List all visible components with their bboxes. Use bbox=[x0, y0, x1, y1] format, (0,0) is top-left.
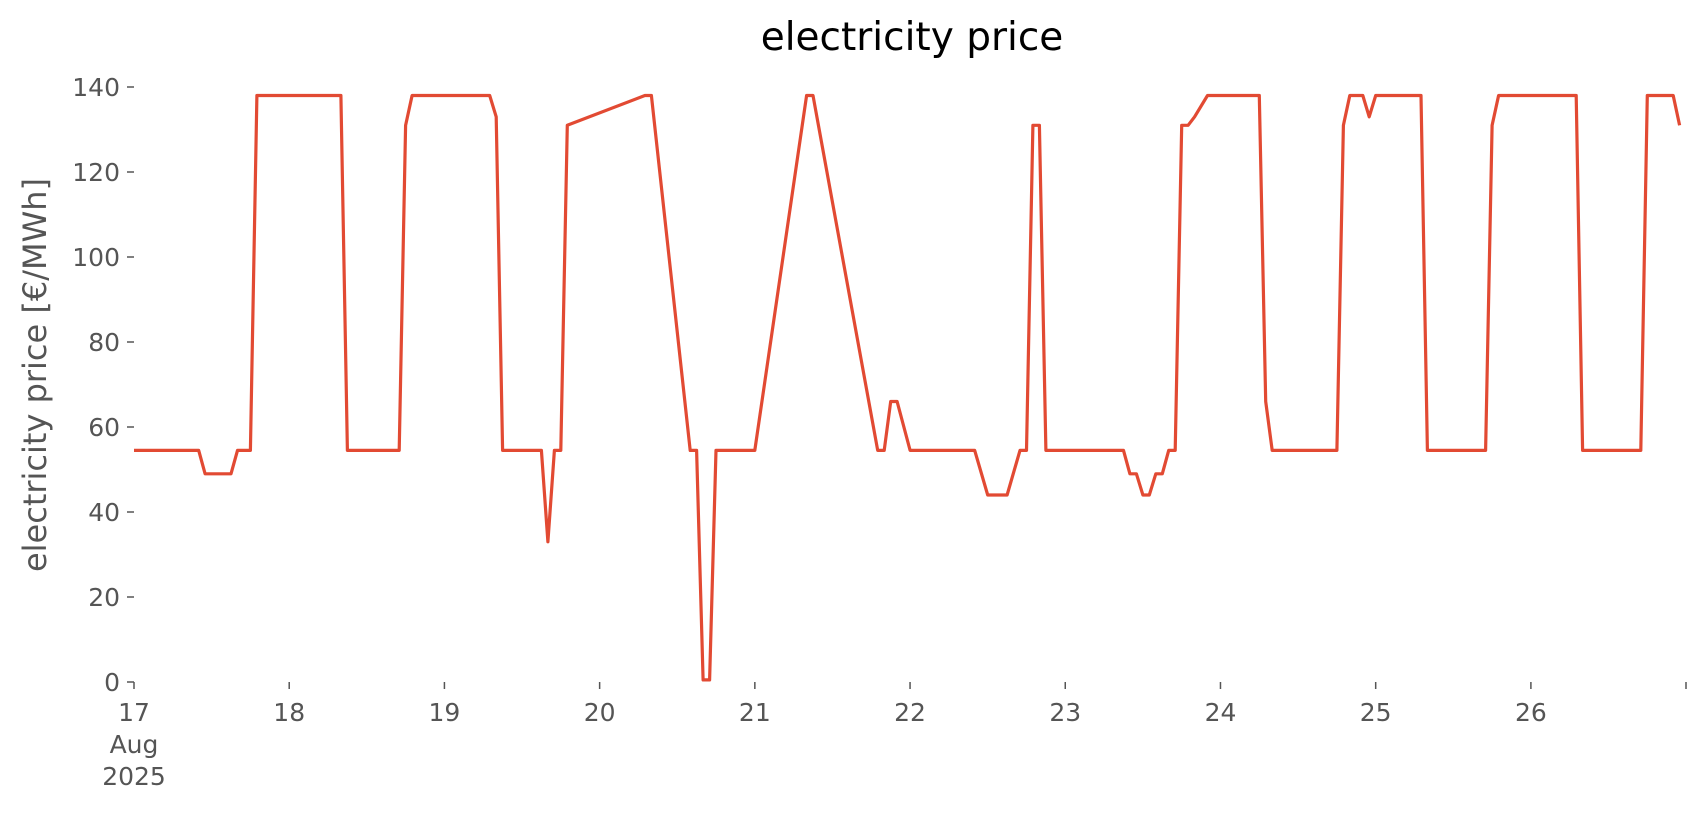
y-tick-label: 140 bbox=[72, 73, 120, 102]
y-tick-label: 20 bbox=[88, 583, 120, 612]
x-tick-label: 23 bbox=[1049, 698, 1081, 727]
y-axis: 0 20 40 60 80 100 120 140 bbox=[72, 73, 134, 697]
x-axis: 17 Aug 2025 18 19 20 21 22 23 24 25 26 bbox=[102, 682, 1687, 791]
x-tick-label: 21 bbox=[739, 698, 771, 727]
x-tick-label: 19 bbox=[429, 698, 461, 727]
x-tick-label: 18 bbox=[273, 698, 305, 727]
chart-title: electricity price bbox=[761, 15, 1064, 60]
series-line bbox=[134, 93, 1682, 682]
y-axis-label: electricity price [€/MWh] bbox=[16, 178, 54, 572]
x-tick-label: 25 bbox=[1360, 698, 1392, 727]
y-tick-label: 120 bbox=[72, 158, 120, 187]
y-tick-label: 0 bbox=[104, 668, 120, 697]
x-tick-label: 24 bbox=[1205, 698, 1237, 727]
y-tick-label: 60 bbox=[88, 413, 120, 442]
y-tick-label: 80 bbox=[88, 328, 120, 357]
x-tick-label: 20 bbox=[584, 698, 616, 727]
y-tick-label: 40 bbox=[88, 498, 120, 527]
x-tick-label: 22 bbox=[894, 698, 926, 727]
x-tick-label: 26 bbox=[1515, 698, 1547, 727]
x-tick-label: 17 Aug 2025 bbox=[102, 698, 166, 791]
y-tick-label: 100 bbox=[72, 243, 120, 272]
